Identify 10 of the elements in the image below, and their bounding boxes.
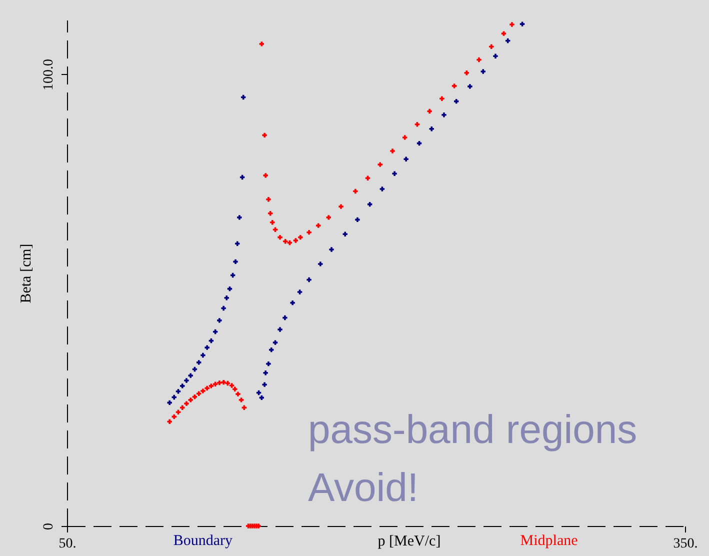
annotation: pass-band regions	[308, 408, 638, 452]
x-tick-label: 50.	[58, 536, 76, 552]
x-tick-label: 350.	[673, 536, 698, 552]
y-axis-title: Beta [cm]	[18, 244, 34, 304]
y-tick-label: 0	[42, 523, 56, 530]
annotation: Avoid!	[308, 466, 418, 510]
y-tick-label: 100.0	[42, 58, 56, 90]
text: Midplane	[520, 533, 578, 549]
x-axis-title: p [MeV/c]	[378, 534, 441, 550]
text: Boundary	[173, 533, 234, 549]
